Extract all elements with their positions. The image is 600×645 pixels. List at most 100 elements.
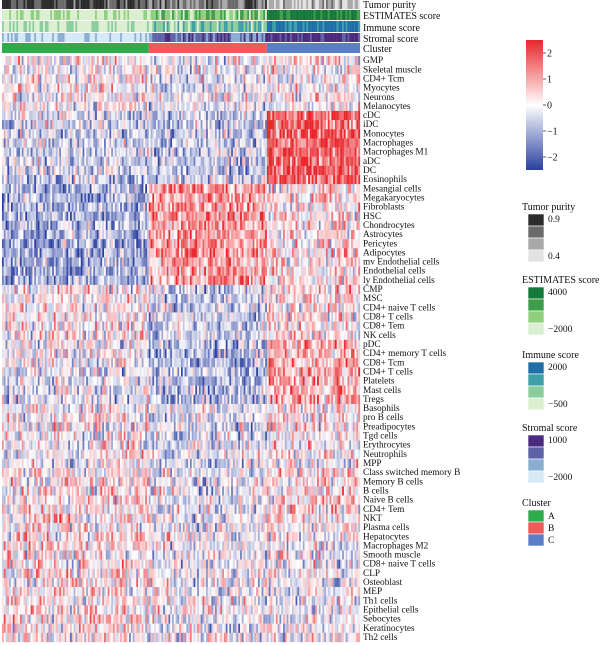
heatmap-cell — [9, 220, 12, 231]
heatmap-cell — [28, 129, 31, 139]
heatmap-cell — [157, 120, 160, 130]
heatmap-cell — [259, 120, 262, 130]
heatmap-cell — [223, 193, 226, 203]
heatmap-cell — [300, 184, 303, 194]
annotation-cell — [322, 33, 325, 42]
heatmap-cell — [261, 56, 264, 66]
heatmap-cell — [116, 65, 119, 75]
heatmap-cell — [227, 74, 230, 84]
heatmap-cell — [343, 156, 346, 167]
heatmap-cell — [14, 184, 17, 194]
heatmap-cell — [120, 239, 123, 249]
annotation-cell — [318, 33, 321, 42]
heatmap-cell — [141, 110, 144, 121]
heatmap-cell — [247, 120, 250, 130]
heatmap-cell — [304, 110, 307, 121]
heatmap-cell — [197, 74, 200, 84]
heatmap-cell — [68, 220, 71, 231]
heatmap-cell — [143, 193, 146, 203]
heatmap-cell — [18, 239, 21, 249]
heatmap-cell — [64, 220, 67, 231]
heatmap-cell — [347, 165, 350, 176]
heatmap-cell — [256, 83, 259, 93]
heatmap-cell — [270, 202, 273, 212]
heatmap-cell — [173, 202, 176, 212]
heatmap-cell — [48, 92, 51, 102]
heatmap-cell — [229, 74, 232, 84]
heatmap-cell — [274, 101, 277, 112]
annotation-cell — [315, 21, 318, 32]
heatmap-cell — [197, 56, 200, 66]
heatmap-cell — [223, 229, 226, 240]
heatmap-cell — [159, 211, 162, 221]
heatmap-cell — [5, 184, 8, 194]
heatmap-cell — [146, 156, 149, 167]
annotation-cell — [306, 33, 309, 42]
annotation-cell — [302, 0, 305, 9]
heatmap-cell — [134, 193, 137, 203]
heatmap-cell — [39, 101, 42, 112]
heatmap-cell — [21, 156, 24, 167]
heatmap-cell — [266, 211, 269, 221]
heatmap-cell — [164, 92, 167, 102]
heatmap-cell — [163, 129, 166, 139]
heatmap-cell — [209, 65, 212, 75]
heatmap-cell — [143, 229, 146, 240]
heatmap-cell — [188, 65, 191, 75]
heatmap-cell — [89, 83, 92, 93]
heatmap-cell — [295, 65, 298, 75]
heatmap-cell — [141, 156, 144, 167]
heatmap-cell — [297, 156, 300, 167]
heatmap-cell — [254, 175, 257, 185]
heatmap-cell — [41, 65, 44, 75]
heatmap-cell — [216, 229, 219, 240]
heatmap-cell — [170, 120, 173, 130]
heatmap-cell — [143, 101, 146, 112]
heatmap-cell — [209, 165, 212, 176]
heatmap-cell — [166, 239, 169, 249]
heatmap-cell — [254, 120, 257, 130]
heatmap-cell — [73, 211, 76, 221]
heatmap-cell — [275, 120, 278, 130]
annotation-cell — [184, 21, 187, 32]
heatmap-cell — [207, 220, 210, 231]
heatmap-cell — [318, 193, 321, 203]
heatmap-cell — [73, 156, 76, 167]
heatmap-cell — [245, 120, 248, 130]
heatmap-cell — [275, 129, 278, 139]
heatmap-cell — [68, 193, 71, 203]
heatmap-cell — [327, 184, 330, 194]
heatmap-cell — [109, 229, 112, 240]
heatmap-cell — [48, 83, 51, 93]
heatmap-cell — [249, 229, 251, 240]
heatmap-cell — [349, 83, 352, 93]
heatmap-cell — [351, 202, 353, 212]
heatmap-cell — [268, 193, 271, 203]
heatmap-cell — [12, 211, 15, 221]
heatmap-cell — [304, 220, 307, 231]
annotation-cell — [343, 21, 346, 32]
heatmap-cell — [325, 211, 328, 221]
heatmap-cell — [130, 220, 133, 231]
annotation-cell — [146, 0, 149, 9]
annotation-cell — [118, 10, 121, 20]
heatmap-cell — [114, 120, 117, 130]
heatmap-cell — [154, 220, 157, 231]
heatmap-cell — [105, 83, 108, 93]
annotation-cell — [145, 10, 148, 20]
heatmap-cell — [120, 110, 123, 121]
heatmap-cell — [114, 220, 117, 231]
heatmap-cell — [181, 239, 183, 249]
heatmap-cell — [116, 74, 119, 84]
heatmap-cell — [202, 229, 205, 240]
annotation-cell — [107, 10, 110, 20]
heatmap-cell — [82, 175, 85, 185]
annotation-cell — [327, 0, 330, 9]
heatmap-cell — [52, 211, 55, 221]
heatmap-cell — [53, 184, 56, 194]
heatmap-cell — [30, 202, 33, 212]
heatmap-cell — [250, 120, 253, 130]
annotation-cell — [121, 33, 124, 42]
heatmap-cell — [324, 56, 327, 66]
heatmap-cell — [148, 165, 151, 176]
